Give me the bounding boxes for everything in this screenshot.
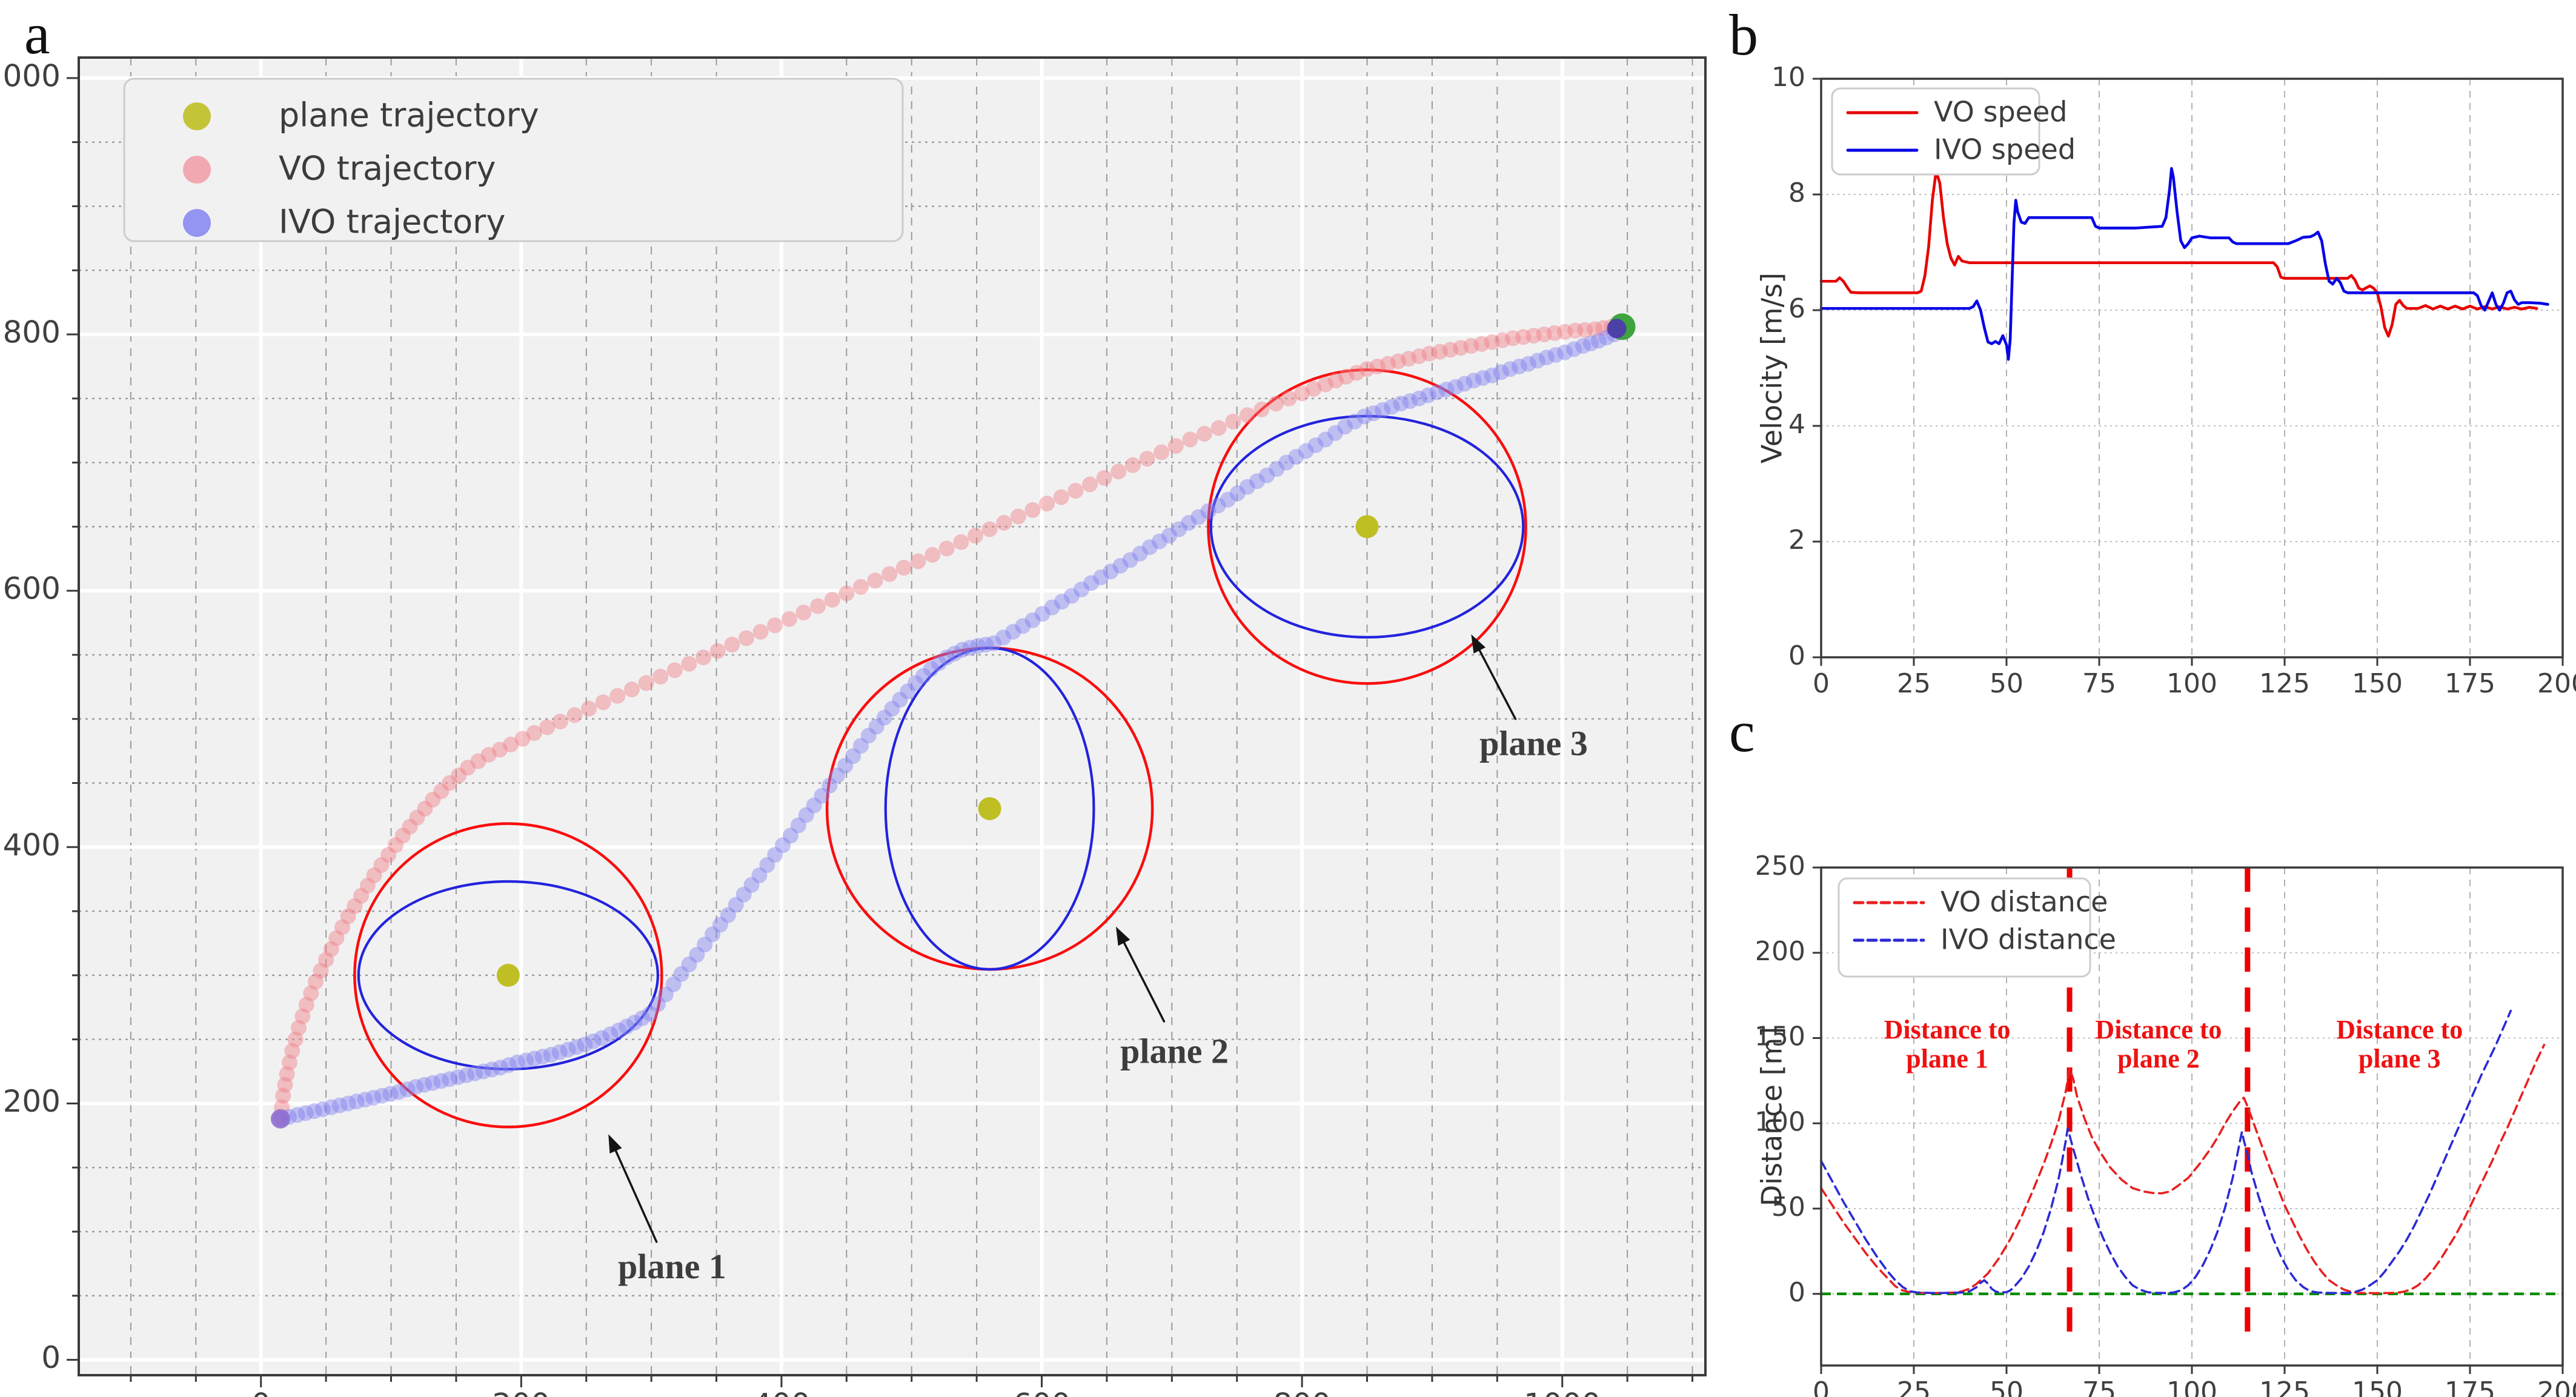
y-tick-label: 150 bbox=[1757, 1021, 1805, 1052]
panel-a-letter: a bbox=[24, 1, 50, 66]
y-axis-label: Velocity [m/s] bbox=[1757, 273, 1788, 463]
legend-box-a bbox=[123, 78, 904, 242]
y-tick-label: 200 bbox=[1757, 936, 1805, 967]
plot-area-a bbox=[79, 58, 1705, 1375]
y-tick-label: 0 bbox=[1788, 640, 1805, 671]
legend-marker-2 bbox=[183, 209, 211, 237]
x-tick-label: 75 bbox=[2082, 668, 2116, 697]
annotation-arrow-line bbox=[1118, 933, 1166, 1023]
ivo-distance-line bbox=[1820, 1009, 2512, 1295]
x-tick-label: 100 bbox=[2166, 1376, 2217, 1397]
vo-safety-circle-1 bbox=[353, 822, 663, 1129]
y-tick-label: 250 bbox=[1757, 851, 1805, 881]
ivo-safety-ellipse-2 bbox=[884, 646, 1095, 971]
x-tick-label: 25 bbox=[1897, 1376, 1931, 1397]
y-tick-label-a: 400 bbox=[3, 828, 61, 863]
panel-c-letter: c bbox=[1729, 699, 1755, 764]
legend-label-0: VO speed bbox=[1934, 96, 2067, 128]
y-tick-label: 6 bbox=[1788, 293, 1805, 324]
ivo-speed-line bbox=[1819, 167, 2549, 361]
vo-trajectory-dots bbox=[272, 317, 1633, 1127]
annotation-3-line-1: Distance to bbox=[2336, 1015, 2463, 1044]
trajectory-map-chart: plane 1 plane 2 plane 3 0 200 400 600 800 1000 0 2… bbox=[0, 56, 1707, 1397]
y-tick-label: 100 bbox=[1757, 1106, 1805, 1137]
y-tick-label: 10 bbox=[1771, 62, 1805, 93]
y-tick-label: 4 bbox=[1788, 409, 1805, 440]
y-tick-label: 2 bbox=[1788, 525, 1805, 556]
x-tick-label-a: 1000 bbox=[1524, 1387, 1601, 1397]
x-tick-label: 50 bbox=[1990, 1376, 2023, 1397]
y-tick-label-a: 1000 bbox=[0, 58, 61, 93]
plane-label-1: plane 1 bbox=[618, 1247, 726, 1286]
legend-box bbox=[1831, 87, 2040, 176]
plane-marker-2 bbox=[978, 797, 1001, 820]
x-tick-label: 175 bbox=[2445, 1376, 2495, 1397]
vo-speed-line bbox=[1819, 170, 2538, 338]
x-tick-label: 200 bbox=[2537, 1376, 2576, 1397]
x-tick-label-a: 600 bbox=[1013, 1387, 1071, 1397]
plane-label-3: plane 3 bbox=[1479, 724, 1588, 763]
start-marker bbox=[270, 1109, 290, 1129]
annotation-arrow-head bbox=[1471, 634, 1486, 654]
y-tick-label-a: 800 bbox=[3, 315, 61, 350]
y-tick-label: 50 bbox=[1771, 1192, 1805, 1223]
x-tick-label: 150 bbox=[2352, 1376, 2403, 1397]
annotation-2-line-2: plane 2 bbox=[2117, 1044, 2200, 1073]
y-tick-label-a: 600 bbox=[3, 571, 61, 606]
ivo-safety-ellipse-1 bbox=[357, 880, 659, 1070]
y-tick-label: 0 bbox=[1788, 1277, 1805, 1308]
annotation-arrow-head bbox=[608, 1134, 622, 1154]
plane-marker-3 bbox=[1355, 515, 1379, 539]
annotation-2-line-1: Distance to bbox=[2095, 1015, 2222, 1044]
legend-label-a-1: VO trajectory bbox=[279, 150, 496, 188]
x-tick-label-a: 0 bbox=[251, 1387, 271, 1397]
x-tick-label-a: 800 bbox=[1273, 1387, 1330, 1397]
y-tick-label: 8 bbox=[1788, 178, 1805, 208]
y-tick-label-a: 0 bbox=[41, 1340, 61, 1375]
ivo-safety-ellipse-3 bbox=[1209, 414, 1525, 639]
legend-label-0: VO distance bbox=[1940, 886, 2108, 918]
x-tick-label: 150 bbox=[2352, 668, 2403, 697]
annotation-arrow-head bbox=[1115, 926, 1130, 946]
vo-safety-circle-3 bbox=[1207, 368, 1527, 685]
y-tick-label-a: 200 bbox=[3, 1084, 61, 1119]
axes-frame-a bbox=[78, 56, 1707, 1376]
x-tick-label: 50 bbox=[1990, 668, 2023, 697]
x-tick-label: 0 bbox=[1813, 1376, 1830, 1397]
x-tick-label-a: 400 bbox=[752, 1387, 810, 1397]
legend-label-1: IVO distance bbox=[1940, 923, 2116, 956]
legend-marker-1 bbox=[183, 156, 211, 184]
annotation-3-line-2: plane 3 bbox=[2359, 1044, 2441, 1073]
legend-marker-0 bbox=[183, 102, 211, 130]
x-tick-label: 175 bbox=[2445, 668, 2495, 697]
annotation-1-line-1: Distance to bbox=[1884, 1015, 2011, 1044]
x-tick-label: 125 bbox=[2259, 668, 2310, 697]
legend-label-1: IVO speed bbox=[1934, 133, 2076, 166]
x-tick-label-a: 200 bbox=[493, 1387, 550, 1397]
annotation-1-line-2: plane 1 bbox=[1906, 1044, 1988, 1073]
panel-b-letter: b bbox=[1729, 2, 1758, 67]
annotation-arrow-line bbox=[611, 1141, 658, 1243]
legend-label-a-2: IVO trajectory bbox=[279, 203, 505, 241]
x-tick-label: 200 bbox=[2537, 668, 2576, 697]
x-tick-label: 0 bbox=[1813, 668, 1830, 697]
x-tick-label: 100 bbox=[2166, 668, 2217, 697]
legend-label-a-0: plane trajectory bbox=[279, 96, 539, 134]
ivo-trajectory-dots bbox=[272, 321, 1633, 1127]
plane-label-2: plane 2 bbox=[1120, 1031, 1229, 1070]
plane-marker-1 bbox=[496, 963, 520, 987]
end-marker-dot bbox=[1607, 319, 1627, 339]
velocity-chart: 02550751001251501752000246810Time [s]Vel… bbox=[1757, 62, 2576, 697]
x-tick-label: 75 bbox=[2082, 1376, 2116, 1397]
x-tick-label: 25 bbox=[1897, 668, 1931, 697]
x-tick-label: 125 bbox=[2259, 1376, 2310, 1397]
annotation-arrow-line bbox=[1474, 640, 1517, 720]
y-axis-label: Distance [m] bbox=[1757, 1027, 1788, 1206]
